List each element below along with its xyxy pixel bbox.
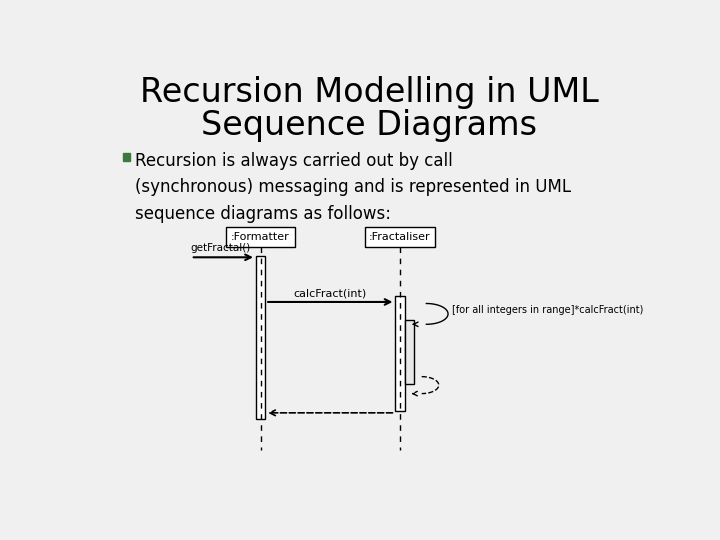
Text: getFractal(): getFractal() — [191, 244, 251, 253]
Bar — [395, 296, 405, 411]
Text: Recursion is always carried out by call
(synchronous) messaging and is represent: Recursion is always carried out by call … — [135, 152, 571, 222]
Text: Recursion Modelling in UML: Recursion Modelling in UML — [140, 76, 598, 109]
Bar — [405, 320, 414, 384]
Text: calcFract(int): calcFract(int) — [294, 288, 367, 298]
Bar — [256, 256, 265, 419]
Text: :Fractaliser: :Fractaliser — [369, 232, 431, 241]
Bar — [122, 153, 130, 161]
Text: [for all integers in range]*calcFract(int): [for all integers in range]*calcFract(in… — [452, 305, 643, 315]
Bar — [365, 226, 435, 247]
Text: Sequence Diagrams: Sequence Diagrams — [201, 110, 537, 143]
Text: :Formatter: :Formatter — [231, 232, 290, 241]
Bar — [225, 226, 295, 247]
